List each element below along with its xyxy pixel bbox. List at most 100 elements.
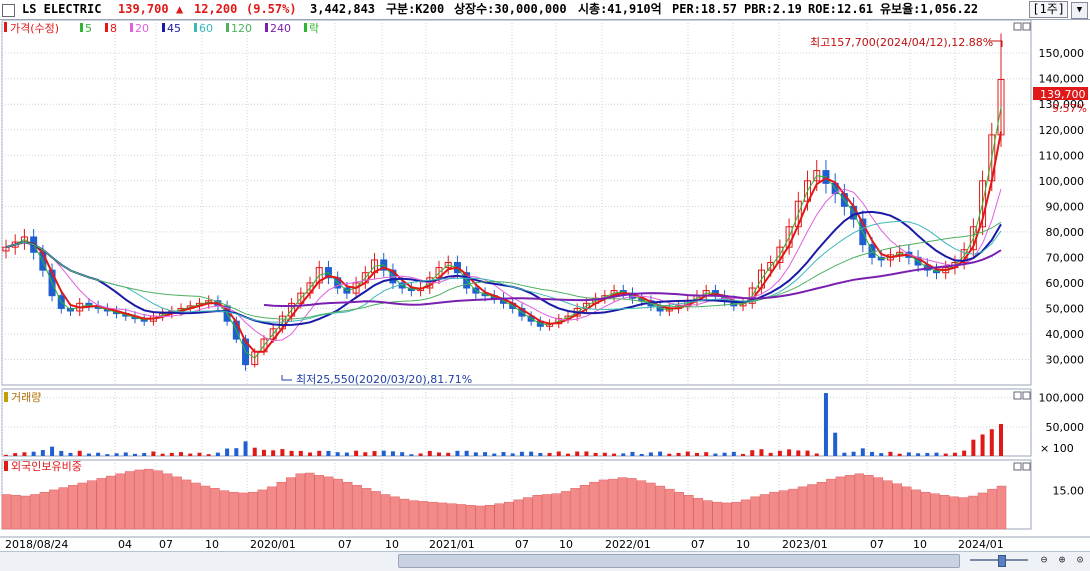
x-tick-label: 07 [515, 538, 529, 551]
price-y-tick-label: 130,000 [1039, 98, 1085, 111]
volume-bar [630, 451, 635, 456]
expand-icon[interactable] [2, 4, 15, 17]
foreign-holding-bar [532, 495, 542, 530]
volume-bar [667, 453, 672, 456]
volume-bar [897, 453, 902, 456]
foreign-holding-bar [883, 480, 893, 530]
foreign-holding-bar [229, 491, 239, 530]
volume-bar [879, 453, 884, 456]
volume-bar [169, 452, 174, 456]
volume-unit-label: × 100 [1040, 442, 1074, 455]
volume-bar [658, 451, 663, 456]
foreign-holding-bar [977, 492, 988, 530]
foreign-holding-bar [816, 481, 827, 530]
current-price: 139,700 [118, 2, 169, 16]
period-selector[interactable]: [1주] [1029, 1, 1068, 18]
volume-bar [409, 454, 414, 456]
zoom-out-icon[interactable]: ⊖ [1040, 553, 1048, 566]
foreign-holding-bar [778, 490, 789, 530]
foreign-holding-bar [390, 496, 400, 530]
volume-bar [308, 452, 313, 456]
moving-average-line [5, 188, 1002, 342]
foreign-holding-bar [617, 477, 628, 530]
foreign-holding-bar [153, 470, 163, 530]
zoom-reset-icon[interactable]: ⊙ [1076, 553, 1084, 566]
foreign-holding-bar [750, 496, 760, 530]
volume-bar [694, 452, 699, 456]
volume-bar [685, 451, 690, 456]
volume-bar [676, 452, 681, 456]
x-tick-label: 2020/01 [250, 538, 296, 551]
zoom-slider[interactable] [970, 555, 1028, 567]
panel-close-icon[interactable] [1022, 462, 1031, 471]
foreign-holding-bar [466, 504, 476, 530]
foreign-holding-bar [494, 503, 505, 530]
x-tick-label: 2022/01 [605, 538, 651, 551]
foreign-holding-bar [399, 498, 410, 530]
high-annotation: 최고157,700(2024/04/12),12.88% [810, 36, 993, 49]
foreign-holding-bar [797, 486, 808, 530]
foreign-holding-bar [172, 476, 182, 530]
zoom-slider-knob[interactable] [998, 555, 1006, 567]
foreign-holding-bar [20, 495, 31, 530]
foreign-holding-bar [267, 486, 277, 530]
foreign-holding-bar [437, 502, 448, 530]
volume-value: 3,442,843 [310, 2, 376, 16]
volume-bar [547, 453, 552, 456]
per-value: PER:18.57 [672, 2, 738, 16]
volume-bar [280, 449, 285, 456]
price-y-tick-label: 70,000 [1046, 251, 1085, 264]
volume-bar [870, 451, 875, 456]
volume-bar [160, 453, 165, 456]
foreign-holding-bar [646, 482, 656, 530]
arrow-down-icon[interactable]: ▼ [1071, 2, 1088, 19]
x-tick-label: 04 [118, 538, 132, 551]
volume-bar [952, 452, 957, 456]
foreign-holding-bar [560, 491, 571, 530]
volume-bar [704, 452, 709, 456]
price-y-tick-label: 120,000 [1039, 124, 1085, 137]
foreign-holding-bar [456, 504, 467, 530]
panel-close-icon[interactable] [1022, 22, 1031, 31]
foreign-holding-bar [77, 482, 88, 530]
panel-minimize-icon[interactable] [1013, 462, 1022, 471]
x-tick-label: 2023/01 [782, 538, 828, 551]
x-tick-label: 2021/01 [429, 538, 475, 551]
volume-bar [713, 453, 718, 456]
volume-bar [556, 451, 561, 456]
x-tick-label: 07 [870, 538, 884, 551]
volume-bar [363, 452, 368, 456]
foreign-holding-bar [162, 473, 173, 530]
volume-bar [833, 432, 838, 456]
ma-legend-marker [162, 23, 165, 32]
foreign-holding-bar [115, 473, 125, 530]
foreign-holding-bar [143, 468, 154, 530]
volume-bar [787, 449, 792, 456]
volume-bar [86, 453, 91, 456]
price-y-tick-label: 50,000 [1046, 302, 1085, 315]
candle-body [444, 261, 452, 269]
stock-name[interactable]: LS ELECTRIC [22, 2, 102, 16]
up-arrow-icon: ▲ [176, 2, 184, 16]
foreign-holding-bar [342, 481, 353, 530]
price-y-tick-label: 100,000 [1039, 175, 1085, 188]
zoom-in-icon[interactable]: ⊕ [1058, 553, 1066, 566]
foreign-holding-bar [39, 491, 50, 530]
x-tick-label: 10 [913, 538, 927, 551]
panel-minimize-icon[interactable] [1013, 391, 1022, 400]
volume-bar [538, 453, 543, 456]
volume-bar [206, 454, 211, 456]
volume-bar [344, 452, 349, 456]
foreign-holding-bar [939, 495, 950, 530]
volume-bar [68, 452, 73, 456]
foreign-holding-bar [636, 480, 647, 530]
retention-ratio: 유보율:1,056.22 [880, 2, 979, 16]
volume-bar [446, 452, 451, 456]
volume-bar [381, 450, 386, 456]
horizontal-scrollbar[interactable] [398, 554, 960, 568]
volume-bar [768, 452, 773, 456]
panel-close-icon[interactable] [1022, 391, 1031, 400]
volume-bar [980, 434, 985, 456]
panel-minimize-icon[interactable] [1013, 22, 1022, 31]
volume-bar [731, 451, 736, 456]
